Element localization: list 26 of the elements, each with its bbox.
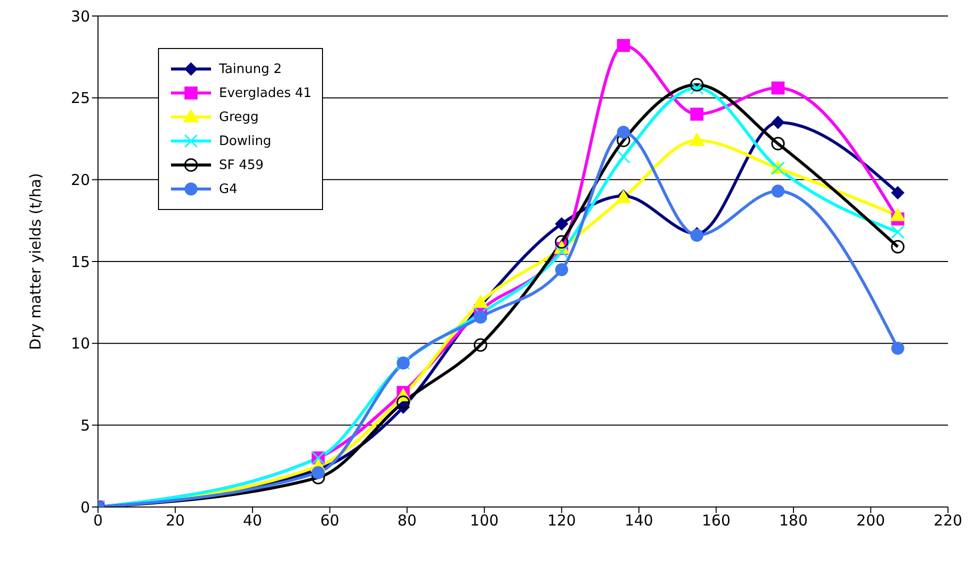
x-tick-label: 160 [702,512,730,530]
legend-label: Everglades 41 [219,86,312,100]
x-tick-label: 200 [856,512,886,530]
x-tick-label: 140 [624,512,654,530]
y-axis-title: Dry matter yields (t/ha) [26,173,44,350]
legend-label: Gregg [219,110,259,124]
legend-label: Dowling [219,134,272,148]
y-tick-label: 0 [80,498,90,516]
x-tick-label: 100 [470,512,499,530]
x-tick-label: 120 [547,512,576,530]
x-tick-label: 0 [93,512,103,530]
y-tick-label: 15 [70,252,90,271]
y-tick-label: 10 [70,334,90,353]
x-tick-label: 180 [779,512,808,530]
y-tick-label: 20 [70,170,90,189]
legend-label: SF 459 [219,158,264,172]
x-tick-label: 220 [934,512,962,530]
y-tick-label: 25 [70,89,90,108]
x-tick-label: 40 [243,512,262,530]
y-tick-label: 30 [70,7,90,26]
x-tick-label: 60 [320,512,340,530]
legend-label: Tainung 2 [219,62,282,76]
x-tick-label: 80 [398,512,417,530]
legend-label: G4 [219,182,238,196]
x-tick-label: 20 [166,512,185,530]
y-tick-label: 5 [80,416,90,434]
